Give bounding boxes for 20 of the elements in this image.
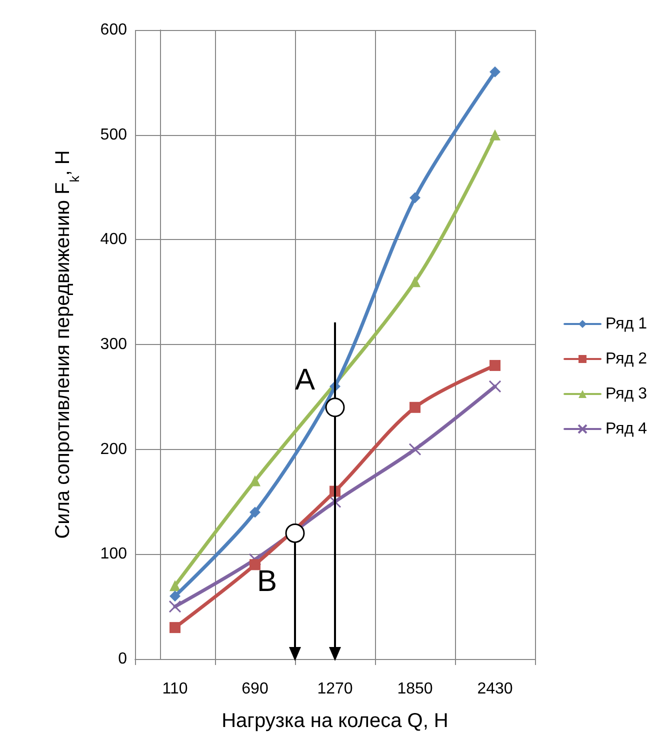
- annotation: B: [257, 565, 278, 598]
- x-axis-title: Нагрузка на колеса Q, Н: [222, 710, 448, 732]
- legend-label: Ряд 2: [606, 350, 648, 368]
- annotation: A: [295, 363, 316, 396]
- x-tick-label: 2430: [477, 680, 513, 698]
- legend-label: Ряд 1: [606, 316, 648, 332]
- legend-label: Ряд 4: [606, 420, 648, 438]
- y-tick-label: 0: [118, 650, 128, 668]
- x-tick-label: 1270: [317, 680, 353, 698]
- y-tick-label: 400: [100, 231, 128, 248]
- y-tick-label: 200: [100, 440, 128, 458]
- y-tick-label: 600: [100, 22, 128, 38]
- legend-label: Ряд 3: [606, 386, 648, 402]
- y-axis-title: Сила сопротивления передвижению Fk, Н: [52, 150, 82, 539]
- x-tick-label: 690: [242, 680, 268, 698]
- y-tick-label: 300: [100, 336, 128, 353]
- x-tick-label: 1850: [397, 680, 433, 698]
- y-tick-label: 100: [100, 546, 128, 563]
- y-tick-label: 500: [100, 126, 128, 144]
- x-tick-label: 110: [162, 680, 188, 698]
